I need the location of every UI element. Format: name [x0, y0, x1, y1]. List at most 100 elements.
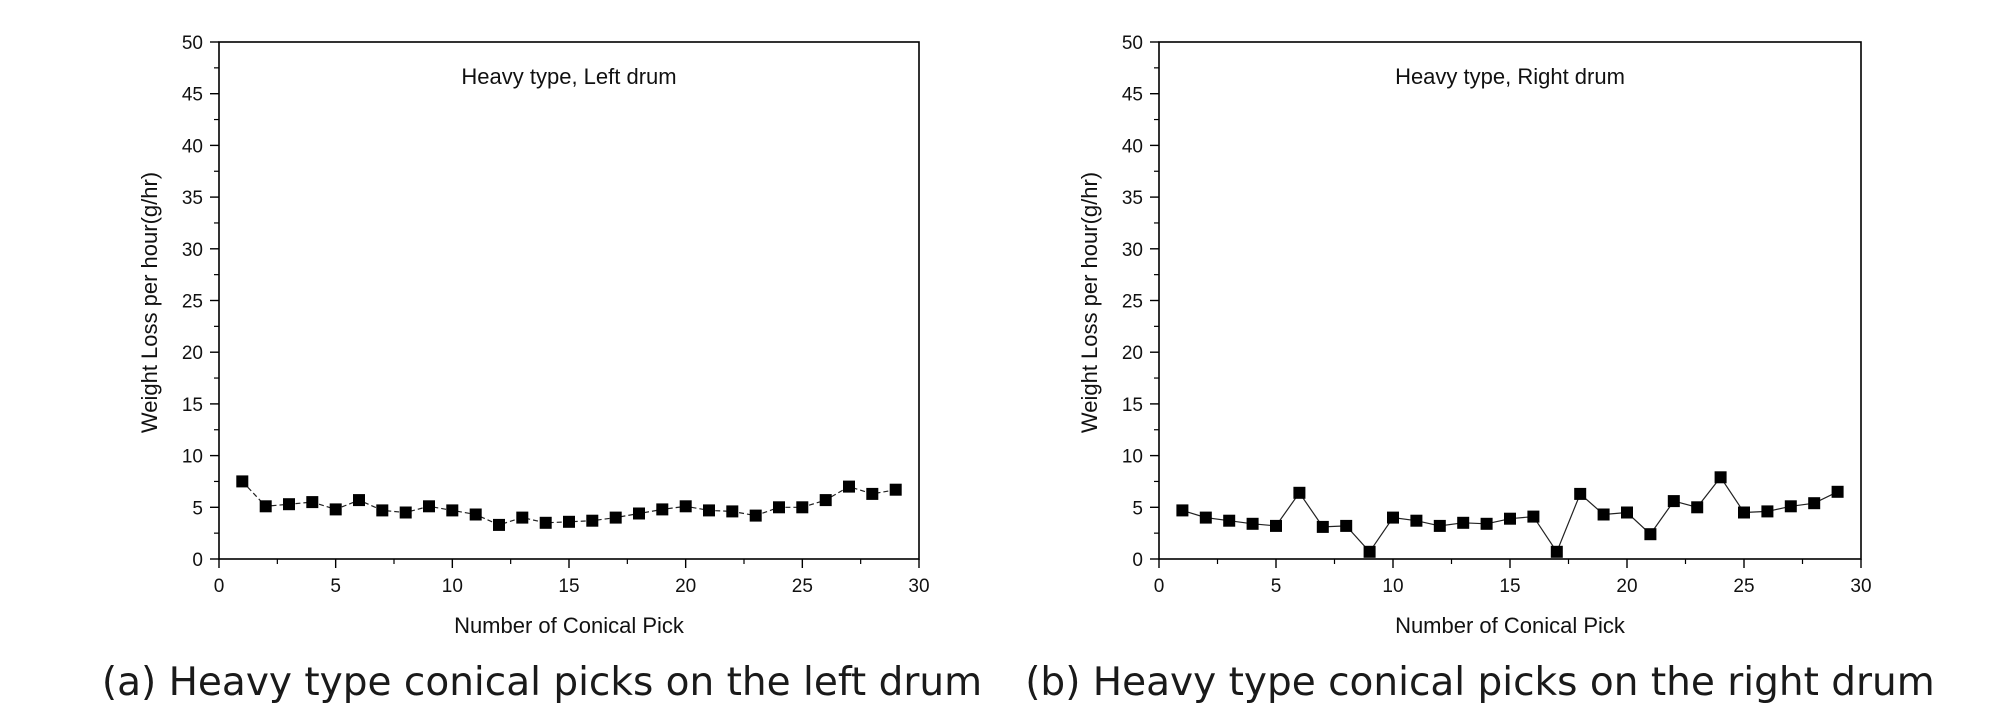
data-point-marker	[1738, 506, 1750, 519]
x-axis-label: Number of Conical Pick	[1395, 613, 1626, 638]
chart-title: Heavy type, Right drum	[1395, 64, 1625, 89]
y-tick-label: 30	[182, 240, 203, 261]
data-point-marker	[1480, 517, 1493, 530]
data-point-marker	[609, 511, 622, 524]
data-point-marker	[1270, 519, 1282, 532]
y-axis-label: Weight Loss per hour(g/hr)	[1077, 172, 1102, 433]
data-point-marker	[1340, 519, 1353, 532]
y-tick-label: 25	[182, 292, 203, 313]
data-point-marker	[1831, 485, 1844, 498]
data-point-marker	[656, 503, 669, 516]
x-tick-label: 10	[442, 576, 463, 597]
data-point-marker	[493, 518, 505, 531]
data-point-marker	[1457, 516, 1470, 529]
x-tick-label: 20	[675, 576, 696, 597]
y-tick-label: 0	[192, 550, 203, 571]
data-point-marker	[1714, 471, 1727, 484]
data-point-marker	[539, 516, 552, 529]
y-tick-label: 50	[1122, 33, 1143, 54]
y-tick-label: 40	[182, 136, 203, 157]
data-point-marker	[399, 506, 412, 519]
data-point-marker	[586, 514, 599, 527]
data-point-marker	[1621, 506, 1633, 519]
data-point-marker	[773, 501, 785, 514]
data-point-marker	[889, 483, 902, 496]
data-point-marker	[703, 504, 715, 517]
data-point-marker	[236, 475, 249, 488]
y-tick-label: 40	[1122, 136, 1143, 157]
data-point-marker	[1246, 517, 1259, 530]
data-point-marker	[1223, 514, 1236, 527]
x-tick-label: 30	[908, 576, 929, 597]
data-point-marker	[1293, 486, 1306, 499]
data-point-marker	[1504, 512, 1516, 525]
data-point-marker	[563, 515, 575, 528]
data-point-marker	[306, 496, 319, 509]
x-tick-label: 15	[1499, 576, 1520, 597]
figure-caption: (b) Heavy type conical picks on the righ…	[1025, 660, 1935, 705]
y-tick-label: 10	[182, 447, 203, 468]
chart-panel-right-drum: 0 5 10 15 20 25 30 0 5 10 15 20 25 30 35 40 45 50 Heavy ty…	[1025, 33, 1935, 705]
x-tick-label: 0	[1154, 576, 1165, 597]
data-point-marker	[843, 480, 855, 493]
chart-title: Heavy type, Left drum	[461, 64, 676, 89]
data-point-marker	[329, 503, 342, 516]
data-point-marker	[1761, 505, 1774, 518]
data-point-marker	[1550, 545, 1563, 558]
data-point-marker	[1176, 504, 1189, 517]
y-tick-label: 45	[1122, 85, 1143, 106]
x-tick-label: 0	[214, 576, 225, 597]
chart-panel-left-drum: 0 5 10 15 20 25 30 0 5 10 15 20 25 30 35 40 45 50 Heavy ty…	[102, 33, 982, 705]
x-tick-label: 10	[1382, 576, 1403, 597]
y-tick-label: 5	[1132, 498, 1143, 519]
data-point-marker	[376, 504, 389, 517]
y-tick-label: 35	[1122, 188, 1143, 209]
data-point-marker	[353, 494, 365, 507]
data-point-marker	[1387, 511, 1399, 524]
data-point-marker	[1363, 545, 1376, 558]
plot-frame	[1158, 41, 1862, 560]
x-axis-label: Number of Conical Pick	[454, 613, 685, 638]
data-point-marker	[446, 504, 459, 517]
x-tick-label: 20	[1616, 576, 1637, 597]
data-point-marker	[469, 508, 482, 521]
x-tick-label: 5	[330, 576, 341, 597]
y-axis-label: Weight Loss per hour(g/hr)	[137, 172, 162, 433]
data-point-marker	[1644, 528, 1657, 541]
data-point-marker	[1410, 514, 1423, 527]
data-point-marker	[1808, 497, 1821, 510]
y-tick-label: 0	[1132, 550, 1143, 571]
y-tick-label: 20	[182, 343, 203, 364]
data-point-marker	[796, 501, 809, 514]
data-point-marker	[726, 505, 739, 518]
y-tick-label: 20	[1122, 343, 1143, 364]
data-point-marker	[866, 487, 879, 500]
x-tick-label: 25	[792, 576, 813, 597]
y-tick-label: 15	[182, 395, 203, 416]
x-tick-label: 25	[1733, 576, 1754, 597]
data-point-marker	[633, 507, 645, 520]
data-point-marker	[749, 509, 762, 522]
data-point-marker	[1574, 487, 1587, 500]
data-point-marker	[1667, 495, 1680, 508]
data-point-marker	[1433, 519, 1446, 532]
data-point-marker	[679, 500, 692, 513]
data-point-marker	[1199, 511, 1212, 524]
data-point-marker	[1316, 520, 1329, 533]
y-tick-label: 30	[1122, 240, 1143, 261]
data-point-marker	[819, 494, 832, 507]
plot-frame	[218, 41, 920, 560]
data-point-marker	[1527, 510, 1540, 523]
data-point-marker	[516, 511, 529, 524]
data-point-marker	[283, 498, 295, 511]
y-tick-label: 45	[182, 85, 203, 106]
y-tick-label: 10	[1122, 447, 1143, 468]
x-tick-label: 5	[1271, 576, 1282, 597]
data-point-marker	[423, 500, 435, 513]
x-tick-label: 15	[558, 576, 579, 597]
x-tick-label: 30	[1850, 576, 1871, 597]
data-point-marker	[1597, 508, 1610, 521]
y-tick-label: 5	[192, 498, 203, 519]
y-tick-label: 50	[182, 33, 203, 54]
